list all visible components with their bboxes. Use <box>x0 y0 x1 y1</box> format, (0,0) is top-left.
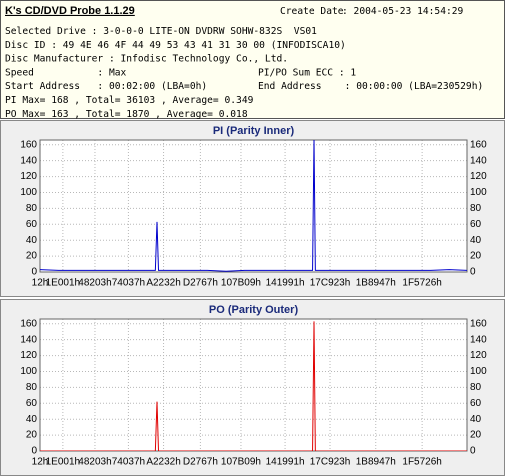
x-tick-label: A2232h <box>146 457 180 468</box>
x-tick-label: 74037h <box>112 278 145 289</box>
x-tick-label: 1B8947h <box>356 278 396 289</box>
x-tick-label: D2767h <box>183 278 218 289</box>
x-tick-label: 1E001h <box>46 278 80 289</box>
header-panel <box>0 0 505 119</box>
x-tick-label: 141991h <box>266 278 305 289</box>
y-tick-label: 20 <box>26 251 38 262</box>
y-tick-label-right: 40 <box>470 414 482 425</box>
x-tick-label: 1E001h <box>46 457 80 468</box>
x-tick-label: 107B09h <box>221 278 261 289</box>
y-tick-label-right: 160 <box>470 139 487 150</box>
y-tick-label: 80 <box>26 382 38 393</box>
chart-title: PO (Parity Outer) <box>209 304 299 316</box>
y-tick-label: 100 <box>20 366 37 377</box>
create-date: : 2004-05-23 14:54:29 <box>342 6 464 17</box>
app-title: K's CD/DVD Probe 1.1.29 <box>5 5 135 17</box>
y-tick-label-right: 60 <box>470 219 482 230</box>
y-tick-label-right: 40 <box>470 235 482 246</box>
chart-title: PI (Parity Inner) <box>213 125 295 137</box>
x-tick-label: A2232h <box>146 278 180 289</box>
info-text: Speed : Max <box>5 67 127 78</box>
y-tick-label: 160 <box>20 139 37 150</box>
x-tick-label: 17C923h <box>310 457 351 468</box>
y-tick-label: 60 <box>26 398 38 409</box>
y-tick-label-right: 140 <box>470 155 487 166</box>
plot-area <box>40 140 467 272</box>
y-tick-label: 140 <box>20 334 37 345</box>
info-text: Start Address : 00:02:00 (LBA=0h) <box>5 81 207 92</box>
x-tick-label: 17C923h <box>310 278 351 289</box>
x-tick-label: 48203h <box>78 278 111 289</box>
x-tick-label: 107B09h <box>221 457 261 468</box>
y-tick-label-right: 0 <box>470 267 476 278</box>
y-tick-label-right: 140 <box>470 334 487 345</box>
y-tick-label-right: 80 <box>470 382 482 393</box>
data-line <box>40 140 467 272</box>
info-text: PO Max= 163 , Total= 1870 , Average= 0.0… <box>5 109 248 120</box>
x-tick-label: 1B8947h <box>356 457 396 468</box>
info-text: Selected Drive : 3-0-0-0 LITE-ON DVDRW S… <box>5 26 317 37</box>
y-tick-label: 120 <box>20 171 37 182</box>
y-tick-label: 40 <box>26 414 38 425</box>
info-text: Disc ID : 49 4E 46 4F 44 49 53 43 41 31 … <box>5 40 346 51</box>
y-tick-label: 140 <box>20 155 37 166</box>
y-tick-label: 0 <box>31 446 37 457</box>
y-tick-label-right: 20 <box>470 251 482 262</box>
y-tick-label: 20 <box>26 430 38 441</box>
y-tick-label-right: 120 <box>470 171 487 182</box>
info-text: PI/PO Sum ECC : 1 <box>258 67 356 78</box>
info-text: Disc Manufacturer : Infodisc Technology … <box>5 54 288 65</box>
y-tick-label: 160 <box>20 318 37 329</box>
x-tick-label: D2767h <box>183 457 218 468</box>
y-tick-label: 120 <box>20 350 37 361</box>
y-tick-label-right: 80 <box>470 203 482 214</box>
y-tick-label: 60 <box>26 219 38 230</box>
y-tick-label-right: 120 <box>470 350 487 361</box>
y-tick-label: 100 <box>20 187 37 198</box>
x-tick-label: 74037h <box>112 457 145 468</box>
y-tick-label-right: 100 <box>470 187 487 198</box>
y-tick-label: 80 <box>26 203 38 214</box>
plot-area <box>40 319 467 451</box>
y-tick-label-right: 60 <box>470 398 482 409</box>
y-tick-label-right: 100 <box>470 366 487 377</box>
create-date-label: Create Date <box>280 6 344 17</box>
info-text: End Address : 00:00:00 (LBA=230529h) <box>258 81 483 92</box>
y-tick-label-right: 160 <box>470 318 487 329</box>
x-tick-label: 48203h <box>78 457 111 468</box>
x-tick-label: 1F5726h <box>402 278 441 289</box>
x-tick-label: 12h <box>32 457 49 468</box>
plot-frame <box>39 139 468 273</box>
info-rows: Selected Drive : 3-0-0-0 LITE-ON DVDRW S… <box>5 26 483 120</box>
y-tick-label-right: 0 <box>470 446 476 457</box>
x-tick-label: 12h <box>32 278 49 289</box>
y-tick-label-right: 20 <box>470 430 482 441</box>
y-tick-label: 0 <box>31 267 37 278</box>
x-tick-label: 1F5726h <box>402 457 441 468</box>
info-text: PI Max= 168 , Total= 36103 , Average= 0.… <box>5 95 254 106</box>
x-tick-label: 141991h <box>266 457 305 468</box>
y-tick-label: 40 <box>26 235 38 246</box>
